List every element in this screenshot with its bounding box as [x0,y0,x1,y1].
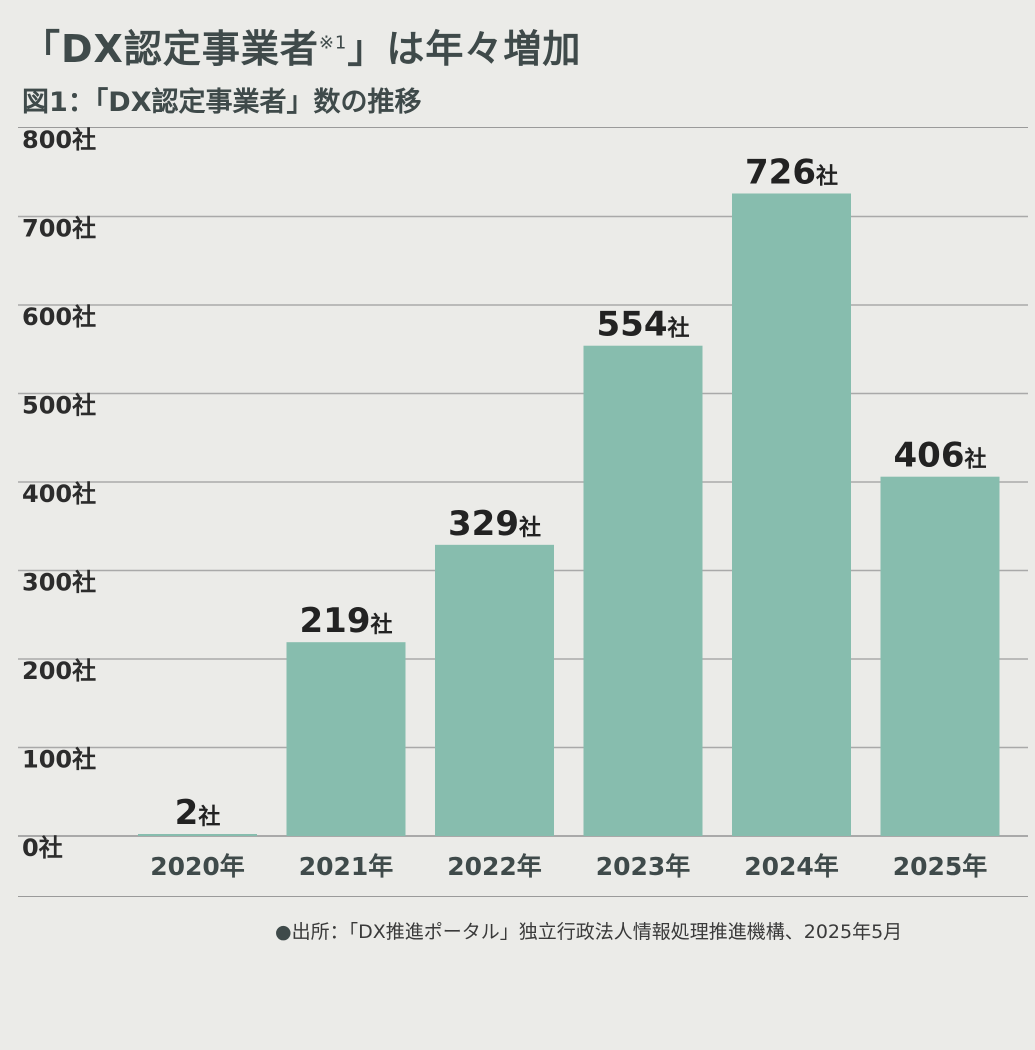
y-tick-label: 400社 [22,480,96,508]
x-category-label: 2020年 [150,852,245,881]
y-tick-label: 800社 [22,126,96,154]
data-label: 329社 [448,504,541,544]
x-category-label: 2023年 [596,852,691,881]
x-category-label: 2025年 [893,852,988,881]
y-tick-label: 500社 [22,392,96,420]
chart-headline: 「DX認定事業者※1」は年々増加 [22,18,581,73]
source-note: ●出所：「DX推進ポータル」独立行政法人情報処理推進機構、2025年5月 [275,917,902,944]
data-label: 554社 [597,305,690,345]
bar-chart: 0社 100社 200社 300社 400社 500社 600社 700社 800社 2社 2020… [18,126,1028,881]
headline-footnote-mark: ※1 [318,32,348,54]
y-tick-label: 200社 [22,657,96,685]
y-tick-label: 300社 [22,569,96,597]
headline-text: 「DX認定事業者 [22,27,319,71]
bar [732,193,851,837]
source-bullet: ● [275,921,292,943]
bar [583,345,703,836]
y-tick-label: 0社 [22,834,63,862]
top-divider [18,127,1028,128]
bar [138,834,257,836]
bar [880,476,1000,836]
x-category-label: 2022年 [447,852,542,881]
y-tick-label: 700社 [22,215,96,243]
headline-text-end: 」は年々増加 [347,27,582,71]
y-tick-label: 600社 [22,303,96,331]
bar [435,544,554,836]
data-label: 406社 [894,436,987,476]
source-text: 出所：「DX推進ポータル」独立行政法人情報処理推進機構、2025年5月 [291,921,903,943]
data-label: 726社 [745,152,838,192]
y-tick-label: 100社 [22,746,96,774]
bottom-divider [18,896,1028,897]
data-label: 219社 [300,601,393,641]
bar [286,642,406,836]
chart-subtitle: 図1：「DX認定事業者」数の推移 [22,87,422,118]
data-label: 2社 [175,793,221,833]
x-category-label: 2021年 [299,852,394,881]
x-category-label: 2024年 [744,852,839,881]
